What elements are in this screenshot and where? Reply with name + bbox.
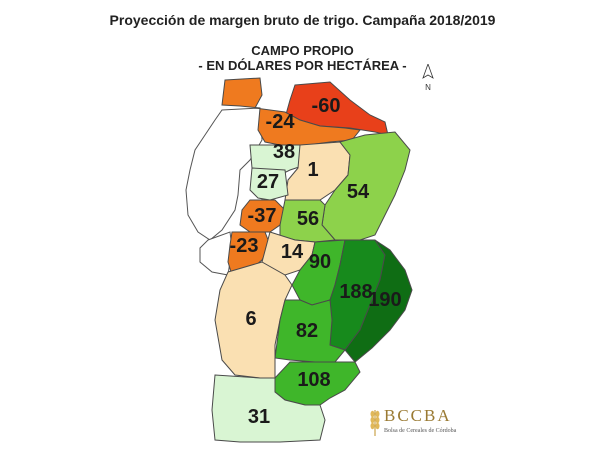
map-subtitle-campo: CAMPO PROPIO [251, 43, 354, 58]
region-south-a [214, 261, 293, 379]
region-value-label: 108 [297, 369, 330, 391]
region-value-label: -37 [248, 205, 277, 227]
region-value-label: 56 [297, 208, 319, 230]
region-value-label: 31 [248, 406, 270, 428]
logo-subtitle: Bolsa de Cereales de Córdoba [384, 428, 457, 434]
region-value-label: 90 [309, 251, 331, 273]
region-northeast [321, 131, 411, 241]
region-value-label: -24 [266, 111, 296, 133]
north-arrow-icon: N [422, 64, 434, 92]
map-title: Proyección de margen bruto de trigo. Cam… [109, 12, 496, 28]
region-east-c [344, 239, 413, 363]
region-value-label: 190 [368, 289, 401, 311]
region-south-d [211, 374, 326, 443]
region-south-b [274, 299, 346, 363]
wheat-icon [370, 410, 380, 436]
region-value-label: 27 [257, 171, 279, 193]
region-value-label: 6 [245, 308, 256, 330]
region-value-label: 82 [296, 320, 318, 342]
logo-name: BCCBA [384, 406, 452, 425]
region-nodata-w [199, 231, 233, 276]
region-value-label: 54 [347, 181, 370, 203]
region-value-label: 1 [307, 159, 318, 181]
region-value-label: -23 [230, 235, 259, 257]
map-subtitle-units: - EN DÓLARES POR HECTÁREA - [198, 58, 407, 73]
region-value-label: -60 [312, 95, 341, 117]
bccba-logo: BCCBA Bolsa de Cereales de Córdoba [368, 402, 468, 444]
north-label: N [425, 83, 431, 92]
region-value-label: 38 [273, 141, 295, 163]
region-value-label: 14 [281, 241, 304, 263]
region-value-label: 188 [339, 281, 372, 303]
